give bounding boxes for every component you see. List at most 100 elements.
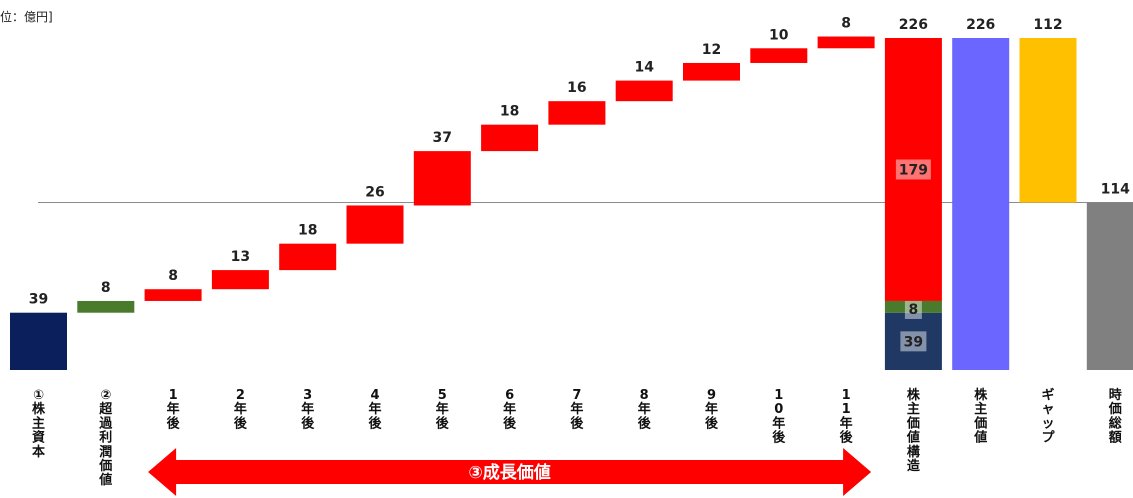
waterfall-bar (683, 62, 740, 81)
data-label: 13 (231, 249, 250, 265)
waterfall-bar (481, 124, 539, 152)
category-label: 後 (234, 415, 248, 431)
category-label: 後 (167, 415, 181, 431)
category-label: 資 (32, 430, 45, 446)
category-label: 年 (840, 415, 853, 431)
category-label: 値 (98, 472, 112, 488)
category-label: 3 (303, 388, 312, 403)
category-label: 6 (505, 388, 514, 403)
category-label: 価 (973, 415, 987, 431)
data-label: 39 (29, 292, 48, 308)
total-bar (952, 38, 1010, 370)
data-label: 10 (769, 27, 789, 43)
category-label: 額 (1108, 430, 1122, 446)
total-bar (1019, 38, 1077, 203)
data-label: 226 (966, 17, 995, 33)
category-label: 株 (32, 401, 46, 417)
category-label: 年 (234, 401, 247, 417)
waterfall-bar (817, 36, 875, 49)
category-label: 1 (774, 388, 783, 403)
category-label: 主 (32, 415, 45, 431)
waterfall-bar (615, 80, 673, 102)
category-label: 1 (842, 402, 851, 417)
category-label: 年 (638, 401, 651, 417)
data-label: 37 (433, 130, 452, 146)
category-label: プ (1041, 431, 1055, 446)
segment-label: 179 (899, 162, 928, 178)
category-label: 年 (503, 401, 516, 417)
category-label: 後 (436, 415, 450, 431)
category-label: ギ (1041, 387, 1054, 403)
category-label: 価 (98, 458, 112, 474)
segment-label: 8 (909, 302, 919, 318)
growth-value-arrow (148, 448, 872, 496)
category-label: ッ (1041, 416, 1054, 431)
segment-label-box (904, 298, 922, 319)
category-label: ② (100, 388, 111, 403)
data-label: 12 (702, 42, 721, 58)
data-label: 26 (365, 184, 384, 200)
data-label: 8 (101, 280, 111, 296)
segment-label-box (895, 159, 931, 180)
data-label: 112 (1033, 17, 1062, 33)
category-label: 後 (772, 430, 786, 446)
category-label: 年 (705, 401, 718, 417)
stacked-segment (884, 38, 942, 301)
category-label: 4 (370, 388, 379, 403)
category-label: 構 (907, 444, 920, 460)
category-label: 価 (1108, 401, 1122, 417)
category-label: 後 (705, 415, 719, 431)
category-label: 後 (638, 415, 652, 431)
category-label: 2 (236, 388, 245, 403)
segment-label: 39 (904, 334, 923, 350)
category-label: 年 (570, 401, 583, 417)
waterfall-bar (77, 300, 135, 313)
category-label: 年 (167, 401, 180, 417)
waterfall-bar (750, 48, 808, 63)
category-label: 利 (99, 430, 112, 446)
category-label: 後 (840, 430, 854, 446)
waterfall-bar (10, 312, 67, 370)
data-label: 226 (899, 17, 928, 33)
category-label: 後 (503, 415, 517, 431)
category-label: 1 (169, 388, 178, 403)
category-label: 8 (640, 388, 649, 403)
category-label: 潤 (99, 445, 112, 460)
data-label: 8 (841, 16, 851, 32)
category-label: 年 (368, 401, 381, 417)
stacked-segment (884, 312, 942, 370)
growth-value-label: ③成長価値 (468, 462, 550, 483)
category-label: 主 (974, 401, 987, 417)
data-label: 14 (634, 60, 654, 76)
data-label: 18 (500, 104, 519, 120)
category-label: 株 (907, 387, 921, 403)
data-label: 8 (168, 268, 178, 284)
category-label: 株 (974, 387, 988, 403)
category-label: 本 (32, 444, 45, 460)
waterfall-bar (211, 270, 269, 290)
waterfall-bar (346, 205, 404, 244)
category-label: 後 (570, 415, 584, 431)
category-label: 9 (707, 388, 716, 403)
unit-label: 位：億円] (0, 10, 53, 24)
category-label: 1 (842, 388, 851, 403)
category-label: 主 (907, 401, 920, 417)
category-label: 0 (774, 402, 783, 417)
category-label: 値 (906, 430, 920, 446)
category-label: 値 (973, 430, 987, 446)
category-label: 価 (906, 415, 920, 431)
category-label: ① (33, 388, 44, 403)
category-label: 年 (301, 401, 314, 417)
data-label: 114 (1101, 182, 1130, 198)
waterfall-bar (144, 289, 202, 301)
category-label: 総 (1109, 415, 1122, 431)
category-label: 年 (772, 415, 785, 431)
stacked-segment (884, 300, 942, 313)
category-label: 超 (99, 401, 113, 417)
category-label: 後 (301, 415, 315, 431)
waterfall-bar (413, 151, 471, 206)
segment-label-box (900, 331, 927, 352)
category-label: 7 (572, 388, 581, 403)
category-label: ャ (1041, 402, 1054, 417)
